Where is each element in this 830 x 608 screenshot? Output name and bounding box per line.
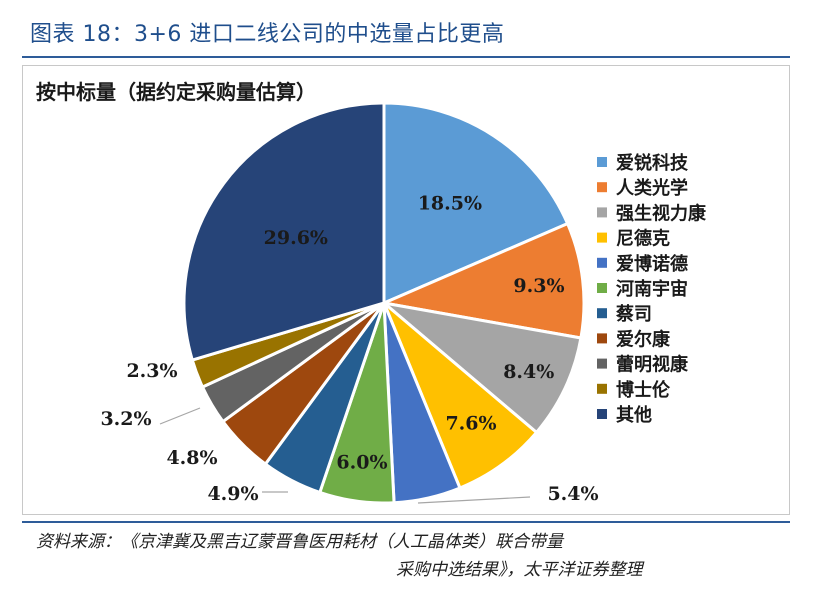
slice-label-5: 5.4% (547, 483, 598, 505)
legend-swatch-1 (597, 157, 607, 167)
legend-swatch-6 (597, 283, 607, 293)
pie-slice-2 (378, 221, 586, 340)
slice-labels: 18.5% 9.3% 8.4% 7.6% 5.4% 6.0% 4.9% 4.8% 3.2% 2.3… (100, 193, 598, 505)
legend-label-11: 其他 (616, 404, 652, 426)
pie-slice-3 (378, 300, 583, 435)
leader-line-9 (159, 407, 201, 425)
legend-swatch-5 (597, 257, 607, 268)
chart-title: 按中标量（据约定采购量估算） (36, 80, 316, 104)
legend-swatch-2 (597, 182, 607, 193)
legend-label-5: 爱博诺德 (616, 253, 688, 275)
figure-title: 图表 18：3+6 进口二线公司的中选量占比更高 (30, 22, 505, 47)
pie-slice-4 (382, 301, 539, 490)
legend-label-4: 尼德克 (616, 228, 670, 250)
slice-label-8: 4.8% (166, 447, 217, 469)
leader-lines (159, 407, 531, 504)
legend-swatch-4 (597, 232, 607, 243)
slice-label-7: 4.9% (207, 483, 258, 505)
legend-swatch-9 (597, 358, 607, 369)
legend-label-9: 蕾明视康 (616, 354, 689, 376)
slice-label-9: 3.2% (100, 408, 151, 430)
legend-label-6: 河南宇宙 (616, 278, 688, 300)
legend-swatch-8 (597, 333, 607, 344)
legend-label-3: 强生视力康 (616, 202, 707, 224)
pie-slices (182, 101, 586, 505)
legend-label-7: 蔡司 (615, 304, 652, 325)
pie-slice-11 (182, 101, 386, 362)
legend-label-1: 爱锐科技 (616, 152, 689, 174)
title-divider (22, 56, 790, 58)
legend-label-8: 爱尔康 (616, 328, 671, 350)
slice-label-10: 2.3% (126, 360, 177, 382)
source-divider (22, 521, 790, 523)
slice-label-11: 29.6% (264, 227, 328, 249)
leader-line-5 (417, 496, 531, 504)
slice-label-6: 6.0% (336, 451, 387, 473)
source-line-1: 资料来源：《京津冀及黑吉辽蒙晋鲁医用耗材（人工晶体类）联合带量 (36, 532, 563, 552)
legend-label-2: 人类光学 (616, 177, 688, 199)
legend-swatch-3 (597, 207, 607, 218)
slice-label-4: 7.6% (445, 413, 496, 435)
source-note: 资料来源：《京津冀及黑吉辽蒙晋鲁医用耗材（人工晶体类）联合带量 采购中选结果》，… (36, 528, 736, 584)
legend-swatch-11 (597, 409, 607, 419)
legend-swatch-10 (597, 383, 607, 394)
slice-label-3: 8.4% (503, 361, 554, 383)
pie-slice-1 (382, 101, 570, 306)
legend-swatch-7 (597, 308, 607, 319)
legend-label-10: 博士伦 (616, 379, 671, 401)
slice-label-1: 18.5% (418, 193, 482, 215)
slice-label-2: 9.3% (513, 275, 564, 297)
source-line-2: 采购中选结果》，太平洋证券整理 (396, 560, 643, 580)
